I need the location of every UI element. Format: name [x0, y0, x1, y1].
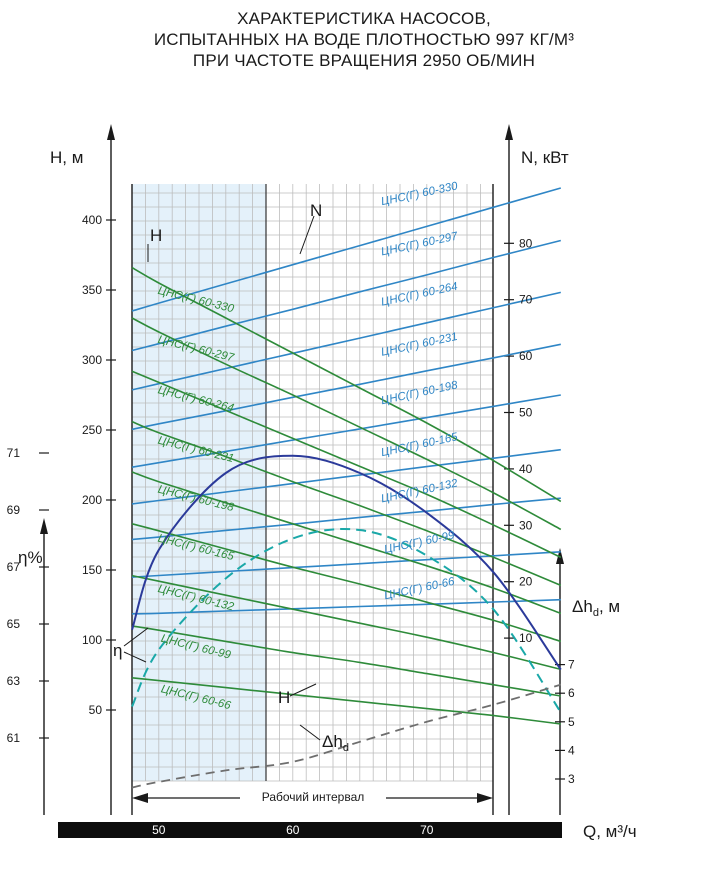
power-curve-0	[131, 187, 562, 312]
dh-leader	[299, 724, 321, 741]
title-line-1: ХАРАКТЕРИСТИКА НАСОСОВ,	[237, 9, 491, 28]
eta-axis-tick-71-label: 71	[7, 446, 21, 460]
efficiency-curve-dashed	[131, 527, 562, 713]
head-curve-0	[131, 266, 562, 503]
eta-axis-tick-65-label: 65	[7, 617, 21, 631]
power-curve-3	[131, 343, 561, 431]
n-top-leader	[299, 215, 315, 255]
h-axis-tick-300-label: 300	[82, 353, 102, 367]
power-curve-label-2: ЦНС(Г) 60-264	[380, 281, 459, 309]
h-axis-tick-250-label: 250	[82, 423, 102, 437]
h-curve-letter-top: H	[150, 226, 162, 245]
dh-axis-tick-5-label: 5	[568, 715, 575, 729]
q-axis-label: Q, м³/ч	[583, 822, 637, 841]
curves-layer	[131, 187, 562, 789]
dh-axis-tick-6-label: 6	[568, 686, 575, 700]
head-curve-6	[131, 574, 561, 671]
h-axis-tick-200-label: 200	[82, 493, 102, 507]
n-axis-tick-20-label: 20	[519, 575, 533, 589]
head-curve-1	[131, 317, 562, 531]
dh-axis-tick-4-label: 4	[568, 743, 575, 757]
power-curve-2	[131, 291, 561, 391]
power-curve-label-0: ЦНС(Г) 60-330	[380, 180, 459, 208]
working-interval-label: Рабочий интервал	[262, 790, 365, 804]
n-axis-tick-30-label: 30	[519, 518, 533, 532]
n-axis-tick-10-label: 10	[519, 631, 533, 645]
h-axis-tick-400-label: 400	[82, 213, 102, 227]
title-line-3: ПРИ ЧАСТОТЕ ВРАЩЕНИЯ 2950 ОБ/МИН	[192, 51, 536, 70]
npsh-curve	[131, 683, 562, 789]
h-axis-label: H, м	[50, 148, 83, 167]
h-axis-tick-50-label: 50	[89, 703, 103, 717]
n-axis-tick-50-label: 50	[519, 406, 533, 420]
title-line-2: ИСПЫТАННЫХ НА ВОДЕ ПЛОТНОСТЬЮ 997 КГ/М³	[153, 30, 575, 49]
head-curve-4	[131, 471, 562, 615]
h-axis-tick-350-label: 350	[82, 283, 102, 297]
eta-axis-tick-69-label: 69	[7, 503, 21, 517]
h-bottom-leader	[289, 683, 317, 697]
h-curve-letter-bottom: H	[278, 688, 290, 707]
power-curve-label-1: ЦНС(Г) 60-297	[380, 230, 459, 258]
eta-curve-letter: η	[113, 641, 122, 660]
n-axis-tick-60-label: 60	[519, 349, 533, 363]
dh-axis-tick-3-label: 3	[568, 772, 575, 786]
working-interval-arrow-right	[477, 793, 493, 803]
q-axis-tick-60: 60	[286, 823, 300, 837]
working-interval-arrow-left	[132, 793, 148, 803]
head-curve-7	[131, 625, 561, 697]
power-curve-label-3: ЦНС(Г) 60-231	[380, 331, 459, 359]
n-axis-tick-80-label: 80	[519, 236, 533, 250]
eta-axis-tick-67-label: 67	[7, 560, 21, 574]
power-curve-4	[131, 394, 561, 468]
power-curve-8	[131, 598, 561, 615]
eta-axis-label: η%	[18, 548, 43, 567]
n-axis-label: N, кВт	[521, 148, 569, 167]
axes-layer	[39, 124, 565, 838]
q-axis-tick-50: 50	[152, 823, 166, 837]
dh-axis-tick-7-label: 7	[568, 658, 575, 672]
head-curve-8	[131, 677, 561, 725]
q-axis-tick-70: 70	[420, 823, 434, 837]
eta-leaders	[123, 627, 149, 663]
n-axis-tick-70-label: 70	[519, 293, 533, 307]
h-axis-tick-100-label: 100	[82, 633, 102, 647]
power-curve-5	[131, 448, 561, 505]
working-interval-label-bg	[240, 788, 386, 806]
n-axis-tick-40-label: 40	[519, 462, 533, 476]
grid-layer	[131, 184, 493, 782]
power-curve-label-5: ЦНС(Г) 60-165	[380, 431, 459, 459]
h-axis-tick-150-label: 150	[82, 563, 102, 577]
power-curve-1	[131, 239, 561, 352]
eta-axis-tick-63-label: 63	[7, 674, 21, 688]
h-axis-arrow	[107, 124, 115, 140]
head-curve-2	[131, 370, 562, 559]
n-axis-arrow	[505, 124, 513, 140]
n-curve-letter-top: N	[310, 201, 322, 220]
chart-title: ХАРАКТЕРИСТИКА НАСОСОВ, ИСПЫТАННЫХ НА ВО…	[0, 8, 728, 71]
power-curve-label-8: ЦНС(Г) 60-66	[383, 576, 456, 603]
labels-layer: 5010015020025030035040010203040506070806…	[7, 180, 575, 837]
dh-axis-label: Δhd, м	[572, 597, 620, 619]
q-axis-bar	[58, 822, 562, 838]
eta-axis-arrow	[40, 518, 48, 534]
dh-curve-letter: Δhd	[322, 732, 349, 754]
dh-axis-arrow	[556, 548, 564, 564]
efficiency-curve-solid	[131, 454, 562, 671]
head-curve-3	[131, 420, 562, 587]
eta-axis-tick-61-label: 61	[7, 731, 21, 745]
